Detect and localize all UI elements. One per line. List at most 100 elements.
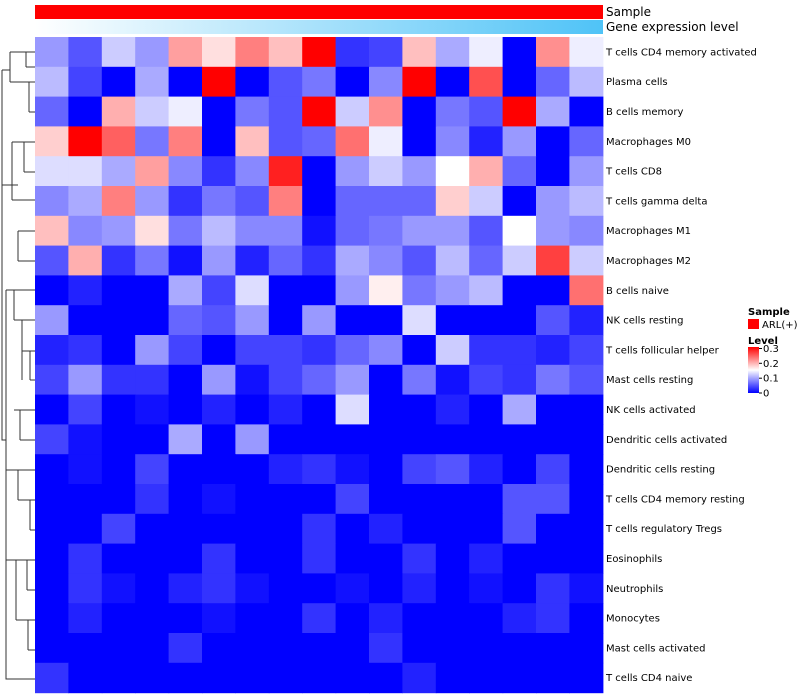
heatmap-cell (135, 335, 170, 366)
heatmap-cell (235, 305, 270, 336)
row-label: Neutrophils (606, 584, 663, 595)
heatmap-cell (68, 245, 103, 276)
heatmap-cell (68, 156, 103, 187)
heatmap-cell (402, 394, 437, 425)
heatmap-cell (168, 305, 203, 336)
heatmap-cell (268, 394, 303, 425)
heatmap-cell (502, 96, 537, 127)
heatmap-cell (302, 394, 337, 425)
heatmap-cell (502, 335, 537, 366)
heatmap-cell (369, 573, 403, 604)
heatmap-cell (335, 484, 370, 515)
heatmap-cell (369, 186, 403, 217)
heatmap-cell (402, 37, 437, 68)
heatmap-cell (536, 215, 570, 247)
heatmap-cell (135, 245, 170, 276)
heatmap-cell (135, 454, 170, 485)
heatmap-cell (268, 484, 303, 515)
row-label: NK cells resting (606, 316, 683, 327)
row-label: Monocytes (606, 614, 660, 625)
heatmap-cell (335, 454, 370, 485)
heatmap-cell (268, 96, 303, 127)
heatmap-cell (435, 66, 470, 98)
heatmap-cell (536, 275, 570, 306)
row-label: Macrophages M2 (606, 256, 691, 267)
heatmap-cell (402, 573, 437, 604)
heatmap-cell (202, 484, 236, 515)
heatmap-cell (168, 96, 203, 127)
heatmap-cell (536, 633, 570, 664)
heatmap-cell (469, 454, 504, 485)
heatmap-cell (469, 66, 504, 98)
legend-level-ticks: 0.3 0.2 0.1 0 (759, 344, 779, 400)
heatmap-cell (101, 424, 136, 455)
heatmap-cell (135, 513, 170, 545)
heatmap-cell (435, 543, 470, 574)
heatmap-cell (402, 275, 437, 306)
heatmap-cell (536, 424, 570, 455)
heatmap-cell (35, 454, 69, 485)
heatmap-cell (335, 364, 370, 396)
heatmap-cell (335, 156, 370, 187)
heatmap-cell (101, 66, 136, 98)
heatmap-cell (435, 305, 470, 336)
heatmap-cell (101, 186, 136, 217)
heatmap-cell (268, 305, 303, 336)
heatmap-cell (168, 335, 203, 366)
heatmap-cell (502, 126, 537, 157)
heatmap-cell (68, 633, 103, 664)
heatmap-cell (402, 186, 437, 217)
heatmap-cell (536, 66, 570, 98)
heatmap-cell (168, 543, 203, 574)
heatmap-cell (335, 215, 370, 247)
heatmap-cell (101, 662, 136, 694)
heatmap-cell (101, 215, 136, 247)
heatmap-cell (302, 186, 337, 217)
heatmap-cell (335, 424, 370, 455)
heatmap-cell (569, 394, 604, 425)
heatmap-cell (502, 156, 537, 187)
heatmap-cell (101, 543, 136, 574)
heatmap-cell (235, 245, 270, 276)
heatmap-cell (369, 603, 403, 634)
legend-tick-label: 0.1 (763, 374, 779, 385)
heatmap-cell (435, 484, 470, 515)
heatmap-cell (235, 543, 270, 574)
heatmap-cell (135, 156, 170, 187)
heatmap-cell (202, 603, 236, 634)
heatmap-cell (235, 394, 270, 425)
heatmap-cell (235, 66, 270, 98)
heatmap-cell (168, 484, 203, 515)
heatmap-cell (101, 573, 136, 604)
heatmap-cell (435, 573, 470, 604)
heatmap-cell (469, 633, 504, 664)
heatmap-cell (502, 305, 537, 336)
heatmap-cell (168, 215, 203, 247)
heatmap-cell (335, 37, 370, 68)
heatmap-cell (302, 364, 337, 396)
legend-sample-title: Sample (748, 307, 790, 318)
heatmap-cell (435, 96, 470, 127)
heatmap-cell (268, 186, 303, 217)
heatmap-cell (235, 513, 270, 545)
heatmap-cell (168, 186, 203, 217)
heatmap-cell (369, 66, 403, 98)
heatmap-cell (135, 66, 170, 98)
row-label: Eosinophils (606, 554, 662, 565)
heatmap-cell (435, 394, 470, 425)
heatmap-cell (302, 513, 337, 545)
heatmap-cell (268, 215, 303, 247)
heatmap-cell (369, 37, 403, 68)
heatmap-cell (35, 633, 69, 664)
heatmap-cell (302, 454, 337, 485)
heatmap-cell (101, 633, 136, 664)
heatmap-cell (235, 662, 270, 694)
heatmap-cell (335, 662, 370, 694)
row-label: Macrophages M1 (606, 226, 691, 237)
heatmap-cell (369, 424, 403, 455)
heatmap-cell (536, 245, 570, 276)
heatmap-cell (369, 126, 403, 157)
heatmap-cell (369, 245, 403, 276)
heatmap-cell (402, 96, 437, 127)
heatmap-cell (502, 454, 537, 485)
